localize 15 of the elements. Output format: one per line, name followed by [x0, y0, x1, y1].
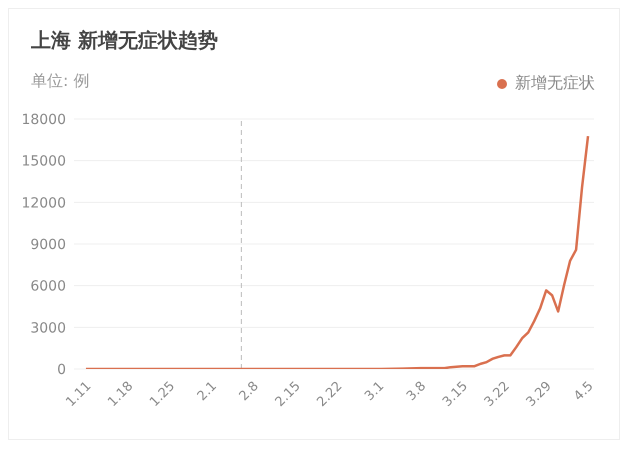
y-tick-label: 6000: [30, 278, 66, 295]
chart-title: 上海 新增无症状趋势: [31, 27, 218, 54]
legend-label: 新增无症状: [515, 73, 595, 94]
chart-subtitle: 单位: 例: [31, 71, 90, 92]
y-tick-label: 0: [57, 362, 66, 378]
x-tick-label: 2.8: [236, 378, 262, 404]
y-tick-label: 12000: [21, 195, 66, 212]
x-tick-label: 3.8: [404, 378, 430, 404]
x-tick-label: 4.5: [571, 378, 597, 404]
y-tick-label: 18000: [21, 112, 66, 128]
y-tick-label: 9000: [30, 236, 66, 253]
y-tick-label: 15000: [21, 154, 66, 170]
x-tick-label: 3.1: [362, 378, 388, 404]
x-tick-label: 2.1: [194, 378, 220, 404]
y-tick-label: 3000: [30, 320, 66, 336]
